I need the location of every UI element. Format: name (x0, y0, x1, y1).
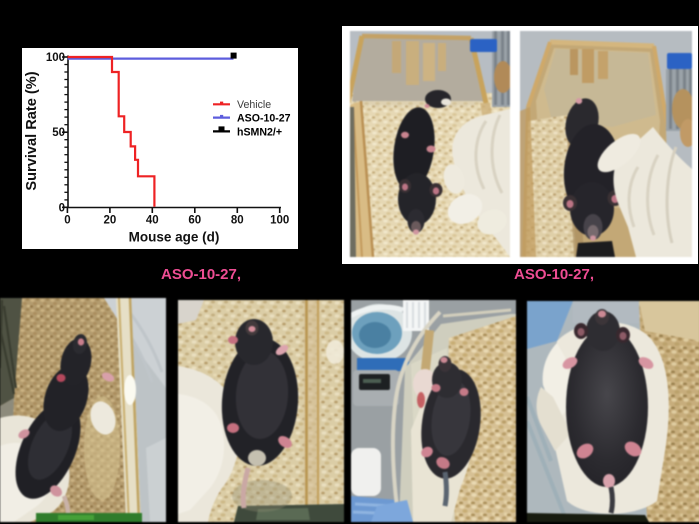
svg-text:0: 0 (64, 215, 70, 227)
svg-text:60: 60 (188, 215, 201, 227)
svg-text:ASO-10-27: ASO-10-27 (237, 113, 291, 125)
svg-text:80: 80 (231, 215, 244, 227)
svg-text:20: 20 (104, 215, 117, 227)
svg-text:hSMN2/+: hSMN2/+ (237, 126, 282, 138)
svg-text:100: 100 (270, 215, 289, 227)
svg-text:40: 40 (146, 215, 159, 227)
svg-text:Mouse age (d): Mouse age (d) (129, 230, 220, 245)
svg-text:50: 50 (52, 127, 65, 139)
svg-text:Survival Rate (%): Survival Rate (%) (24, 71, 40, 190)
svg-text:Vehicle: Vehicle (237, 99, 271, 111)
svg-text:100: 100 (46, 52, 65, 64)
svg-text:0: 0 (59, 202, 65, 214)
